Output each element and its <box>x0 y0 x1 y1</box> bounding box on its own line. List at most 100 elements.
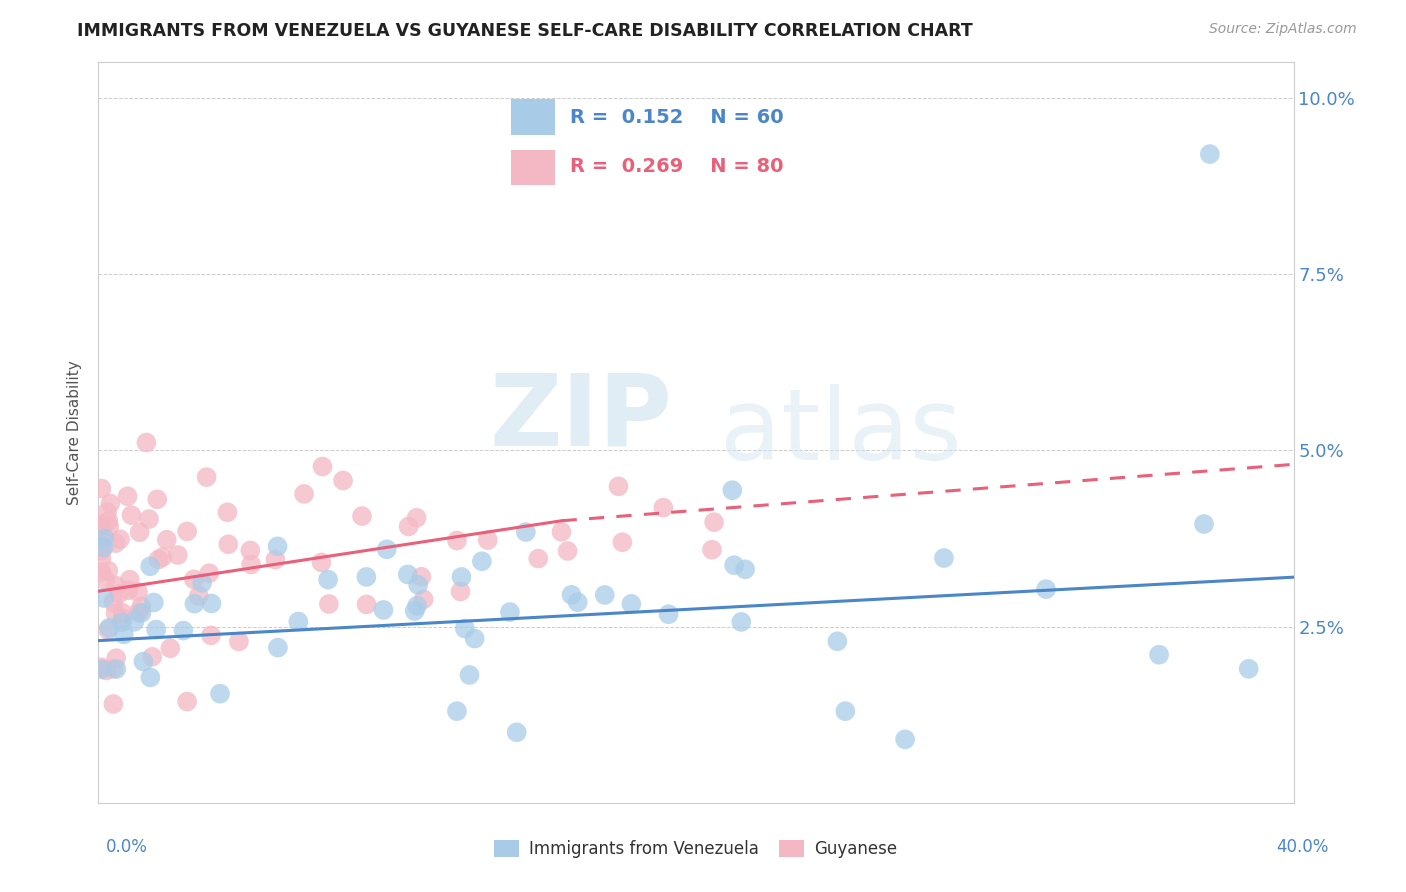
Point <box>464 632 486 646</box>
Point <box>267 640 290 655</box>
Point <box>550 524 572 539</box>
Point <box>141 649 163 664</box>
Point <box>131 606 153 620</box>
Point <box>375 542 398 557</box>
Point <box>172 624 194 638</box>
Point <box>96 664 118 678</box>
Point <box>228 634 250 648</box>
Point <box>98 519 121 533</box>
Point <box>200 628 222 642</box>
Legend: Immigrants from Venezuela, Guyanese: Immigrants from Venezuela, Guyanese <box>488 833 904 865</box>
Point <box>122 615 145 629</box>
Point <box>356 570 378 584</box>
Point <box>350 509 373 524</box>
Text: ZIP: ZIP <box>489 369 672 467</box>
Point <box>91 520 114 534</box>
Point <box>131 599 153 614</box>
Point <box>104 579 127 593</box>
Point <box>239 543 262 558</box>
Point <box>557 544 579 558</box>
Point <box>658 607 681 622</box>
Point <box>90 552 112 566</box>
Point <box>264 552 287 566</box>
Point <box>703 515 725 529</box>
Point <box>240 558 263 572</box>
Point <box>103 595 125 609</box>
Point <box>721 483 744 498</box>
Point <box>90 662 112 676</box>
Point <box>412 592 434 607</box>
Point <box>652 500 675 515</box>
Point <box>117 583 139 598</box>
Point <box>139 559 162 574</box>
Point <box>1192 516 1215 531</box>
Point <box>527 551 550 566</box>
Point <box>316 573 339 587</box>
Point <box>138 512 160 526</box>
Point <box>104 607 127 621</box>
Point <box>396 567 419 582</box>
Point <box>471 554 494 568</box>
Point <box>96 505 118 519</box>
Point <box>932 551 955 566</box>
Point <box>90 539 112 553</box>
Point <box>405 510 427 524</box>
Point <box>217 505 239 519</box>
Point <box>93 531 115 545</box>
Point <box>700 542 723 557</box>
Point <box>1237 662 1260 676</box>
Point <box>506 725 529 739</box>
Point <box>183 597 205 611</box>
Point <box>118 573 141 587</box>
Point <box>90 660 112 674</box>
Point <box>146 492 169 507</box>
Point <box>105 662 128 676</box>
Point <box>607 479 630 493</box>
Point <box>191 575 214 590</box>
Point <box>176 524 198 539</box>
Point <box>1199 147 1222 161</box>
Point <box>1035 582 1057 596</box>
Point <box>117 489 139 503</box>
Point <box>398 519 420 533</box>
Point <box>311 555 333 569</box>
Point <box>560 588 582 602</box>
Point <box>593 588 616 602</box>
Point <box>93 591 115 605</box>
Point <box>145 623 167 637</box>
Point <box>111 611 134 625</box>
Point <box>128 525 150 540</box>
Point <box>98 621 121 635</box>
Point <box>103 662 125 676</box>
Point <box>292 487 315 501</box>
Point <box>734 562 756 576</box>
Point <box>287 615 309 629</box>
Point <box>90 517 112 532</box>
Point <box>156 533 179 547</box>
Point <box>105 651 128 665</box>
Point <box>612 535 634 549</box>
Point <box>120 508 142 522</box>
Point <box>477 533 499 547</box>
Point <box>97 564 120 578</box>
Point <box>90 527 112 541</box>
Point <box>108 587 131 601</box>
Point <box>198 566 221 581</box>
Point <box>373 603 395 617</box>
Point <box>142 595 165 609</box>
Y-axis label: Self-Care Disability: Self-Care Disability <box>67 360 83 505</box>
Point <box>404 604 426 618</box>
Point <box>97 623 120 637</box>
Point <box>90 565 112 579</box>
Point <box>93 541 115 555</box>
Point <box>108 533 131 547</box>
Point <box>148 552 170 566</box>
Text: IMMIGRANTS FROM VENEZUELA VS GUYANESE SELF-CARE DISABILITY CORRELATION CHART: IMMIGRANTS FROM VENEZUELA VS GUYANESE SE… <box>77 22 973 40</box>
Point <box>332 474 354 488</box>
Point <box>318 597 340 611</box>
Point <box>723 558 745 573</box>
Text: atlas: atlas <box>720 384 962 481</box>
Point <box>98 496 121 510</box>
Point <box>356 598 378 612</box>
Text: Source: ZipAtlas.com: Source: ZipAtlas.com <box>1209 22 1357 37</box>
